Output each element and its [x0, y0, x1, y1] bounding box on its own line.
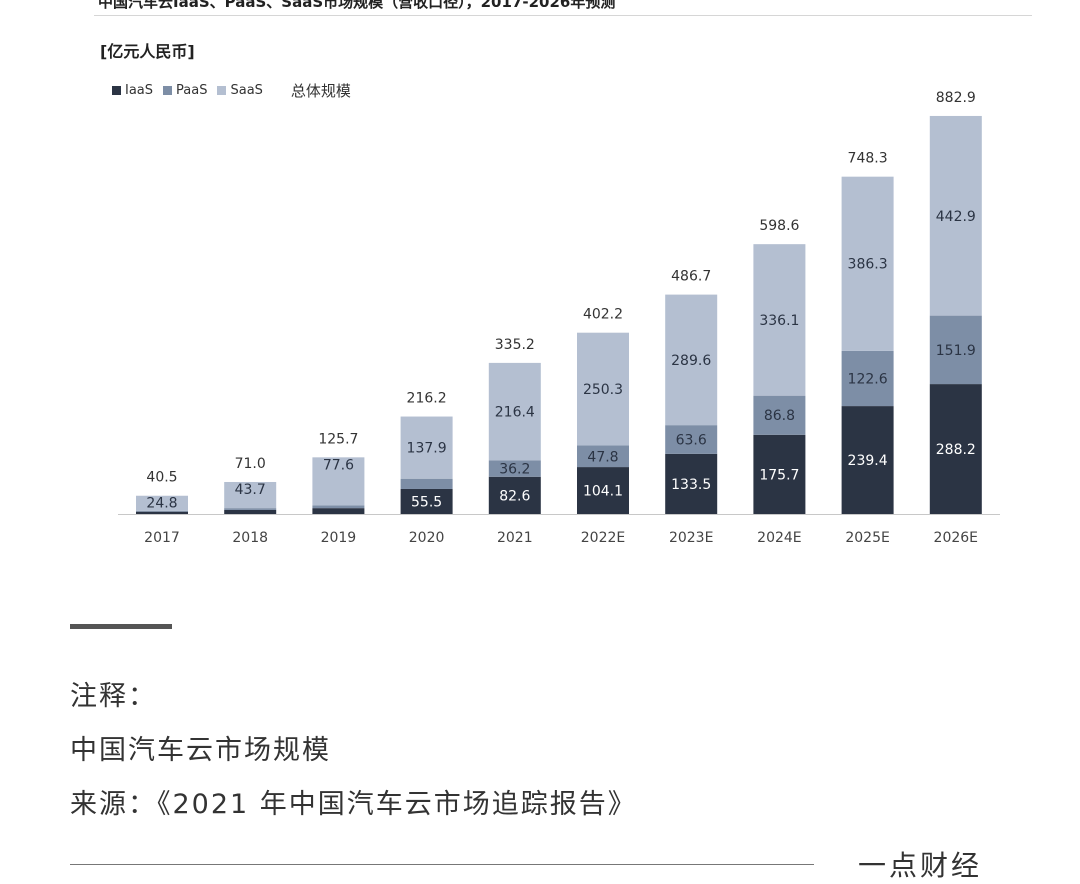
bar-saas-2018 [224, 481, 277, 509]
data-label-iaas-2020: 55.5 [411, 494, 442, 510]
x-tick-label-2022E: 2022E [581, 530, 625, 546]
top-divider [94, 15, 1032, 16]
data-label-saas-2018: 43.7 [235, 482, 266, 498]
x-tick-label-2019: 2019 [321, 530, 357, 546]
bar-iaas-2024E [753, 434, 806, 514]
legend-item-iaas: IaaS [112, 83, 153, 98]
total-label-2023E: 486.7 [671, 269, 711, 285]
data-label-saas-2023E: 289.6 [671, 353, 711, 369]
bar-paas-2020 [400, 478, 453, 489]
unit-label: [亿元人民币] [100, 42, 195, 61]
bar-iaas-2022E [577, 467, 629, 514]
bar-saas-2022E [577, 332, 629, 446]
bar-paas-2018 [224, 508, 277, 510]
bar-iaas-2017 [136, 511, 188, 514]
bar-saas-2025E [841, 176, 894, 351]
data-label-saas-2026E: 442.9 [936, 209, 976, 225]
data-label-paas-2025E: 122.6 [848, 371, 888, 387]
data-label-saas-2019: 77.6 [323, 457, 354, 473]
data-label-paas-2021: 36.2 [499, 462, 530, 478]
footer-divider [70, 864, 814, 865]
bar-paas-2023E [665, 425, 718, 454]
legend-swatch-saas [217, 86, 227, 95]
data-label-iaas-2022E: 104.1 [583, 484, 623, 500]
legend-swatch-paas [163, 86, 173, 95]
total-label-2018: 71.0 [235, 456, 266, 472]
total-label-2022E: 402.2 [583, 307, 623, 323]
x-tick-label-2026E: 2026E [934, 530, 978, 546]
data-label-saas-2017: 24.8 [146, 496, 177, 512]
bar-iaas-2020 [400, 488, 453, 514]
bar-iaas-2021 [488, 476, 541, 514]
legend-item-saas: SaaS [217, 83, 263, 98]
legend-label-total: 总体规模 [290, 82, 351, 100]
data-label-iaas-2021: 82.6 [499, 488, 530, 504]
bar-saas-2021 [488, 362, 541, 461]
bar-paas-2021 [488, 460, 541, 477]
bar-saas-2020 [400, 416, 453, 479]
notes-line-source: 来源：《2021 年中国汽车云市场追踪报告》 [70, 789, 637, 820]
legend-label-paas: PaaS [176, 83, 208, 98]
data-label-iaas-2026E: 288.2 [936, 442, 976, 458]
total-label-2024E: 598.6 [759, 218, 799, 234]
data-label-saas-2024E: 336.1 [759, 313, 799, 329]
bar-paas-2026E [929, 315, 982, 385]
chart-title: 中国汽车云IaaS、PaaS、SaaS市场规模（营收口径），2017-2026年… [98, 0, 616, 11]
total-label-2021: 335.2 [495, 337, 535, 353]
bar-saas-2017 [136, 495, 188, 511]
data-label-saas-2020: 137.9 [407, 441, 447, 457]
notes-line-scope: 中国汽车云市场规模 [70, 735, 331, 766]
data-label-paas-2026E: 151.9 [936, 343, 976, 359]
bar-paas-2017 [136, 510, 188, 512]
data-label-paas-2022E: 47.8 [587, 449, 618, 465]
data-label-iaas-2023E: 133.5 [671, 477, 711, 493]
data-label-paas-2024E: 86.8 [764, 408, 795, 424]
bar-saas-2019 [312, 457, 365, 506]
section-divider [70, 624, 172, 629]
x-tick-label-2021: 2021 [497, 530, 533, 546]
chart-legend: IaaS PaaS SaaS 总体规模 [112, 80, 351, 101]
bar-paas-2024E [753, 395, 806, 435]
legend-swatch-iaas [112, 86, 121, 95]
data-label-iaas-2025E: 239.4 [848, 453, 888, 469]
bar-paas-2022E [577, 445, 629, 468]
data-label-saas-2025E: 386.3 [848, 257, 888, 273]
bar-saas-2024E [753, 244, 806, 396]
bar-iaas-2025E [841, 406, 894, 514]
x-tick-label-2023E: 2023E [669, 530, 713, 546]
x-tick-label-2024E: 2024E [757, 530, 801, 546]
data-label-saas-2021: 216.4 [495, 405, 535, 421]
bar-iaas-2019 [312, 508, 365, 514]
total-label-2025E: 748.3 [848, 151, 888, 167]
notes-heading: 注释： [70, 681, 157, 712]
legend-label-saas: SaaS [230, 83, 263, 98]
data-label-paas-2023E: 63.6 [676, 432, 707, 448]
bar-iaas-2023E [665, 453, 718, 514]
total-label-2020: 216.2 [407, 391, 447, 407]
data-label-iaas-2024E: 175.7 [759, 467, 799, 483]
x-tick-label-2018: 2018 [232, 530, 268, 546]
bar-paas-2019 [312, 505, 365, 509]
x-tick-label-2017: 2017 [144, 530, 180, 546]
brand-label: 一点财经 [858, 849, 983, 882]
legend-item-paas: PaaS [163, 83, 207, 98]
total-label-2017: 40.5 [146, 470, 177, 486]
data-label-saas-2022E: 250.3 [583, 382, 623, 398]
bar-paas-2025E [841, 350, 894, 407]
bar-saas-2026E [929, 115, 982, 316]
bar-iaas-2018 [224, 509, 277, 514]
x-tick-label-2025E: 2025E [845, 530, 889, 546]
notes-block: 注释： 中国汽车云市场规模 来源：《2021 年中国汽车云市场追踪报告》 [70, 670, 637, 832]
total-label-2026E: 882.9 [936, 90, 976, 106]
total-label-2019: 125.7 [318, 431, 358, 447]
bar-saas-2023E [665, 294, 718, 426]
x-tick-label-2020: 2020 [409, 530, 445, 546]
bar-iaas-2026E [929, 384, 982, 514]
stacked-bar-chart: 24.8 40.5 2017 43.7 71.0 2018 77.6 125.7 2019 55.… [118, 90, 1000, 546]
legend-label-iaas: IaaS [125, 83, 154, 98]
